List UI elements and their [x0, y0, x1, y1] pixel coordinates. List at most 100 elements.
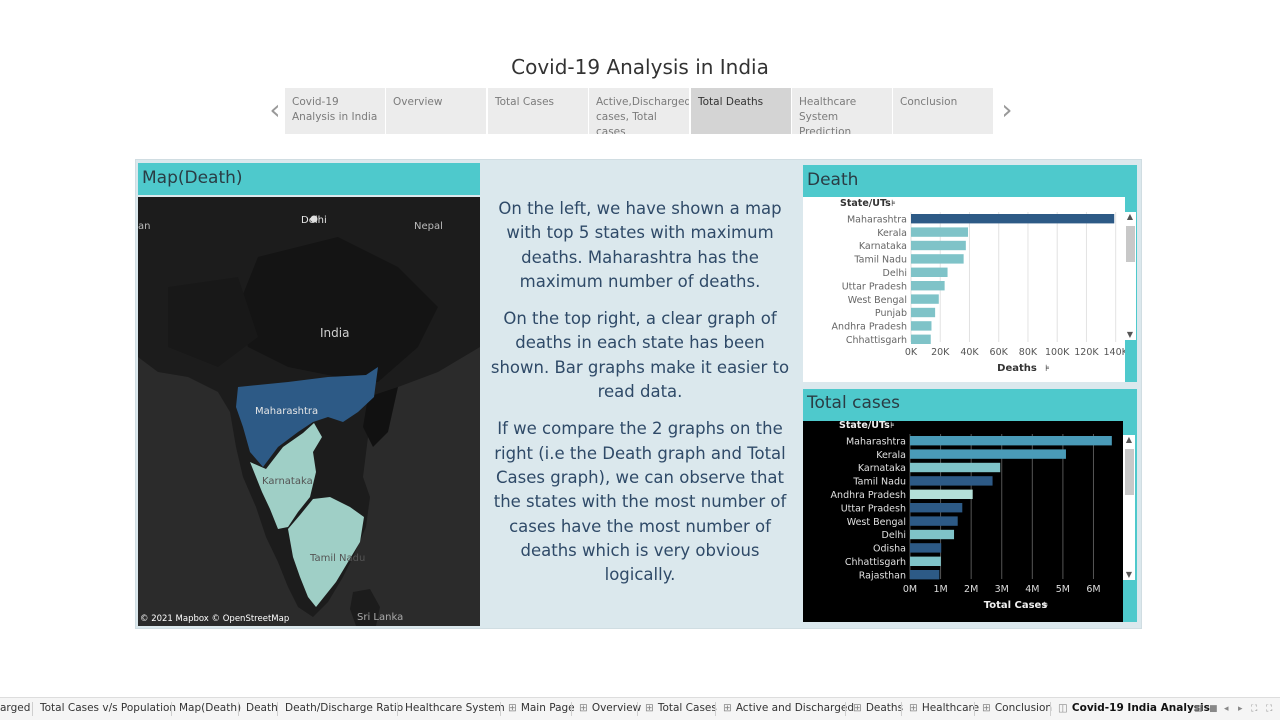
sheet-tab-label: arged — [0, 702, 31, 714]
label-sri-lanka: Sri Lanka — [357, 612, 403, 623]
sheet-tab-10[interactable]: ⊞ Active and Discharged — [723, 702, 854, 714]
sheet-tab-6[interactable]: Healthcare System — [405, 702, 505, 714]
story-point-1[interactable]: Covid-19 Analysis in India — [285, 88, 385, 134]
tab-separator — [901, 702, 902, 716]
tab-separator — [397, 702, 398, 716]
row-axis-title: State/UTs — [840, 198, 891, 209]
death-map[interactable]: Delhi Nepal an India Maharashtra Karnata… — [138, 197, 480, 626]
story-point-4[interactable]: Active,Discharged cases, Total cases — [589, 88, 689, 134]
category-label: Karnataka — [858, 463, 906, 474]
sheet-tab-label: Healthcare — [921, 702, 980, 714]
category-label: Uttar Pradesh — [841, 503, 906, 514]
label-maharashtra: Maharashtra — [255, 406, 318, 417]
bar — [910, 503, 963, 513]
label-delhi: Delhi — [301, 215, 327, 226]
sheet-tab-12[interactable]: ⊞ Healthcare — [909, 702, 979, 714]
bar — [910, 462, 1001, 473]
category-label: Maharashtra — [847, 214, 907, 225]
map-attribution[interactable]: © 2021 Mapbox © OpenStreetMap — [140, 614, 290, 624]
tab-separator — [500, 702, 501, 716]
category-label: Tamil Nadu — [852, 477, 906, 488]
tab-separator — [571, 702, 572, 716]
sheet-tab-8[interactable]: ⊞ Overview — [579, 702, 641, 714]
tab-separator — [637, 702, 638, 716]
cases-scroll-thumb[interactable] — [1125, 449, 1134, 495]
sheet-tab-3[interactable]: Map(Death) — [179, 702, 241, 714]
bar — [911, 214, 1115, 224]
paragraph-1: On the left, we have shown a map with to… — [498, 199, 782, 291]
bar — [910, 476, 993, 486]
story-point-6[interactable]: Healthcare System Prediction — [792, 88, 892, 134]
sort-icon: ⊧ — [1045, 364, 1050, 374]
sheet-tab-label: Main Page — [520, 702, 575, 714]
x-axis-title: Total Cases — [984, 600, 1048, 611]
story-point-5[interactable]: Total Deaths — [691, 88, 791, 134]
sheet-tab-label: Active and Discharged — [735, 702, 854, 714]
x-tick-label: 60K — [990, 347, 1009, 358]
bar — [911, 307, 936, 318]
sheet-tab-9[interactable]: ⊞ Total Cases — [645, 702, 717, 714]
label-tamil-nadu: Tamil Nadu — [309, 553, 365, 564]
sheet-tab-13[interactable]: ⊞ Conclusion — [982, 702, 1052, 714]
scroll-up-icon[interactable]: ▲ — [1126, 212, 1134, 221]
sheet-tab-label: Healthcare System — [405, 702, 505, 714]
death-scroll-thumb[interactable] — [1126, 226, 1135, 262]
grid-view-icon[interactable]: ▦ — [1194, 704, 1203, 714]
x-tick-label: 2M — [964, 584, 978, 595]
bar — [910, 516, 958, 526]
chevron-right-icon[interactable]: › — [1001, 93, 1013, 126]
story-point-7[interactable]: Conclusion — [893, 88, 993, 134]
x-tick-label: 120K — [1074, 347, 1099, 358]
x-tick-label: 6M — [1086, 584, 1100, 595]
category-label: West Bengal — [848, 295, 907, 306]
bar — [911, 281, 945, 291]
scroll-down-icon[interactable]: ▼ — [1125, 570, 1133, 579]
sort-icon: ⊧ — [890, 421, 895, 431]
story-point-3[interactable]: Total Cases — [488, 88, 588, 134]
category-label: Andhra Pradesh — [832, 322, 907, 333]
x-tick-label: 140K — [1104, 347, 1125, 358]
sheet-tab-11[interactable]: ⊞ Deaths — [853, 702, 903, 714]
tab-separator — [974, 702, 975, 716]
tab-separator — [32, 702, 33, 716]
x-tick-label: 100K — [1045, 347, 1070, 358]
death-scrollbar[interactable]: ▲ ▼ — [1124, 212, 1136, 340]
sheet-tab-label: Total Cases v/s Population — [40, 702, 177, 714]
bar — [910, 436, 1112, 446]
cases-scrollbar[interactable]: ▲ ▼ — [1123, 435, 1135, 580]
fullscreen-icon[interactable]: ⛶ — [1266, 704, 1273, 714]
label-pakistan-fragment: an — [138, 221, 150, 232]
scroll-up-icon[interactable]: ▲ — [1125, 435, 1133, 444]
sheet-tab-2[interactable]: Total Cases v/s Population — [40, 702, 176, 714]
fit-icon[interactable]: ⛶ — [1251, 704, 1258, 714]
chevron-left-icon[interactable]: ‹ — [269, 93, 281, 126]
next-sheet-icon[interactable]: ▸ — [1238, 704, 1243, 714]
map-panel-title: Map(Death) — [138, 163, 480, 195]
dashboard-icon: ⊞ — [579, 702, 588, 714]
scroll-down-icon[interactable]: ▼ — [1126, 330, 1134, 339]
dashboard-icon: ⊞ — [723, 702, 732, 714]
category-label: Tamil Nadu — [853, 255, 907, 266]
cases-chart-box: 0M 1M 2M 3M 4M 5M 6M State/UTs ⊧ Maharashtra Keral… — [803, 420, 1123, 622]
tab-separator — [277, 702, 278, 716]
filmstrip-icon[interactable]: ■ — [1209, 704, 1218, 714]
sheet-tab-1[interactable]: arged — [0, 702, 30, 714]
story-point-2[interactable]: Overview — [386, 88, 486, 134]
category-label: Karnataka — [859, 241, 907, 252]
tab-separator — [171, 702, 172, 716]
category-label: Delhi — [883, 268, 907, 279]
category-label: Odisha — [873, 544, 906, 555]
x-tick-label: 4M — [1025, 584, 1039, 595]
first-sheet-icon[interactable]: ◂ — [1224, 704, 1229, 714]
sheet-tab-4[interactable]: Death — [246, 702, 278, 714]
sheet-tab-14[interactable]: ◫ Covid-19 India Analysis — [1058, 702, 1210, 714]
sheet-tab-5[interactable]: Death/Discharge Ratio — [285, 702, 403, 714]
label-nepal: Nepal — [414, 221, 443, 232]
sheet-tab-7[interactable]: ⊞ Main Page — [508, 702, 575, 714]
category-label: West Bengal — [847, 517, 906, 528]
tab-separator — [845, 702, 846, 716]
dashboard-icon: ⊞ — [982, 702, 991, 714]
x-tick-label: 5M — [1056, 584, 1070, 595]
